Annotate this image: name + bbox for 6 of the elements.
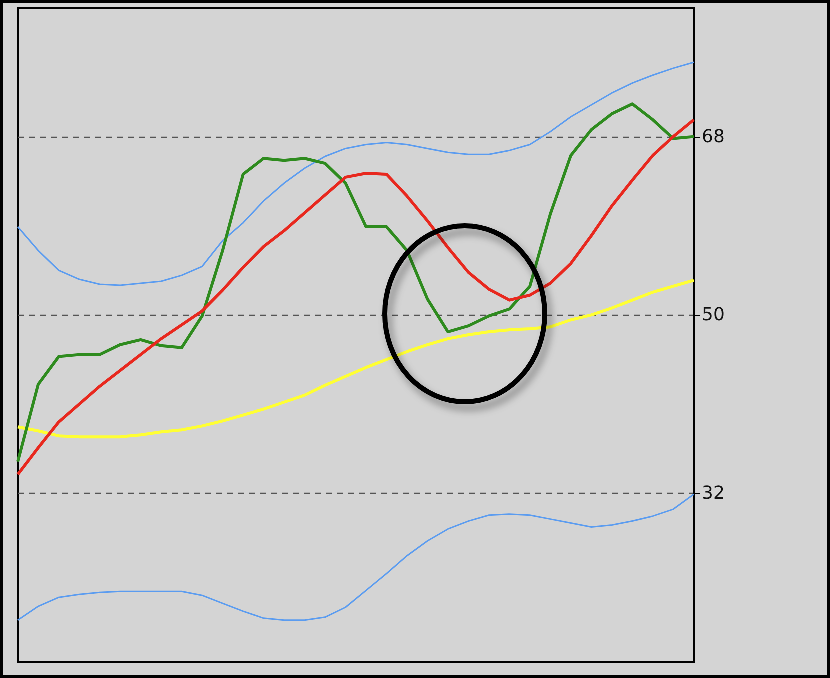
line-series	[17, 62, 695, 286]
line-series	[17, 494, 695, 622]
y-tick-label: 50	[702, 304, 725, 326]
y-tick-label: 32	[702, 483, 725, 504]
line-series	[16, 279, 696, 439]
y-tick-label: 68	[702, 126, 725, 148]
